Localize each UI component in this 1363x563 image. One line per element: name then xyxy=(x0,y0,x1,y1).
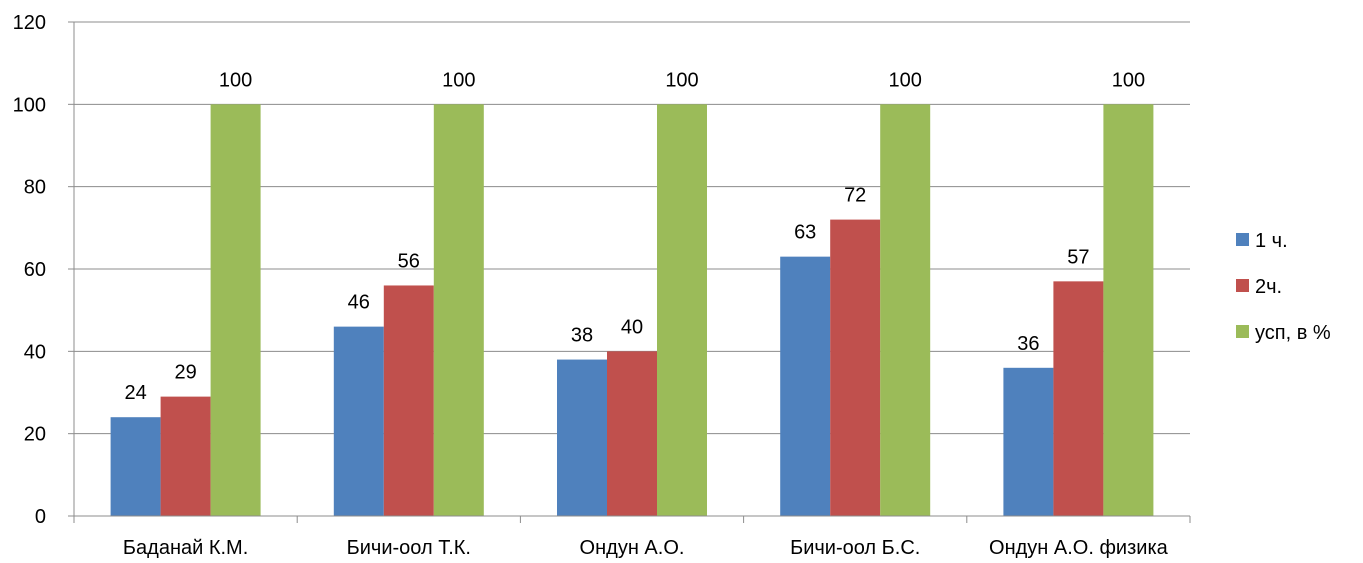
y-tick-label-5: 100 xyxy=(13,94,46,116)
y-tick-label-3: 60 xyxy=(24,259,46,281)
bar-1-1 xyxy=(110,417,161,516)
data-label-2-1: 29 xyxy=(174,362,196,384)
x-tick-label-2: Бичи-оол Т.К. xyxy=(347,537,471,559)
bar-1-2 xyxy=(333,326,384,516)
data-label-1-1: 24 xyxy=(124,382,146,404)
y-tick-label-6: 120 xyxy=(13,12,46,34)
x-tick-label-3: Ондун А.О. xyxy=(580,537,685,559)
bar-1-4 xyxy=(780,256,831,516)
bar-3-5 xyxy=(1103,104,1154,516)
data-label-1-4: 63 xyxy=(794,222,816,244)
y-tick-label-4: 80 xyxy=(24,177,46,199)
legend: 1 ч. 2ч. усп, в % xyxy=(1236,230,1331,344)
data-label-2-4: 72 xyxy=(844,185,866,207)
data-label-2-3: 40 xyxy=(621,316,643,338)
bar-1-3 xyxy=(557,359,607,516)
x-tick-label-5: Ондун А.О. физика xyxy=(989,537,1169,559)
bar-1-5 xyxy=(1003,367,1054,516)
bar-3-4 xyxy=(880,104,931,516)
legend-swatch-1 xyxy=(1236,233,1249,246)
x-tick-label-4: Бичи-оол Б.С. xyxy=(790,537,920,559)
data-label-1-5: 36 xyxy=(1017,333,1039,355)
data-label-3-1: 100 xyxy=(219,69,252,91)
legend-label-3: усп, в % xyxy=(1255,322,1331,344)
data-label-2-2: 56 xyxy=(398,250,420,272)
axes: 0 20 40 60 80 100 120 Баданай К.М. Бичи-оол Т.К.… xyxy=(13,12,1191,559)
legend-label-1: 1 ч. xyxy=(1255,230,1288,252)
bar-3-2 xyxy=(433,104,484,516)
bar-3-3 xyxy=(657,104,707,516)
data-label-3-2: 100 xyxy=(442,69,475,91)
data-labels: 24 29 100 46 56 100 38 40 100 63 72 100 36 57 100 xyxy=(124,69,1145,404)
data-label-2-5: 57 xyxy=(1067,246,1089,268)
legend-label-2: 2ч. xyxy=(1255,276,1282,298)
legend-swatch-3 xyxy=(1236,325,1249,338)
bar-2-2 xyxy=(383,285,434,516)
bar-3-1 xyxy=(210,104,261,516)
data-label-3-3: 100 xyxy=(665,69,698,91)
data-label-1-3: 38 xyxy=(571,325,593,347)
y-tick-label-1: 20 xyxy=(24,424,46,446)
data-label-3-5: 100 xyxy=(1112,69,1145,91)
bars xyxy=(110,104,1154,516)
data-label-1-2: 46 xyxy=(348,292,370,314)
data-label-3-4: 100 xyxy=(889,69,922,91)
y-tick-label-0: 0 xyxy=(35,506,46,528)
bar-2-4 xyxy=(830,219,881,516)
bar-2-5 xyxy=(1053,281,1104,516)
bar-2-3 xyxy=(607,351,657,516)
bar-2-1 xyxy=(160,396,211,516)
legend-swatch-2 xyxy=(1236,279,1249,292)
x-tick-label-1: Баданай К.М. xyxy=(123,537,248,559)
y-tick-label-2: 40 xyxy=(24,341,46,363)
